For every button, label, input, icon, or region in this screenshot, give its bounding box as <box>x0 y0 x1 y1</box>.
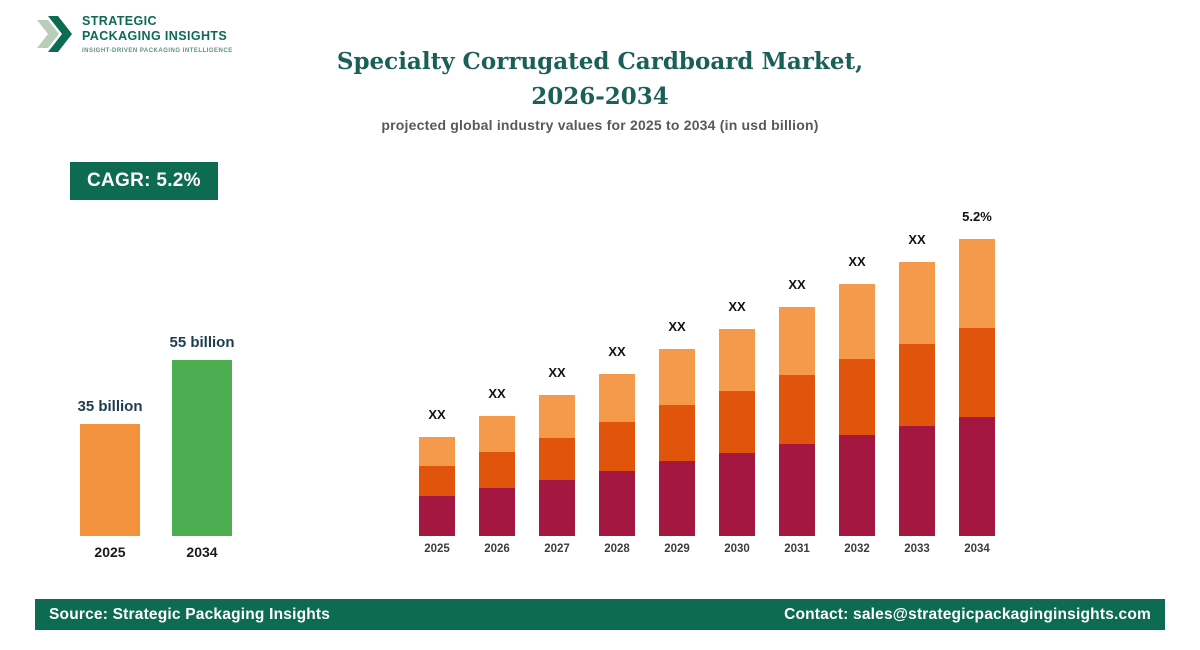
bar <box>80 424 140 536</box>
bar-value-label: XX <box>728 299 746 314</box>
bar-value-label: XX <box>428 407 446 422</box>
stacked-bar <box>839 284 875 536</box>
bottom-segment <box>599 471 635 536</box>
top-segment <box>659 349 695 405</box>
page-title-line1: Specialty Corrugated Cardboard Market, <box>336 48 864 75</box>
mini-chart: 35 billion 2025 55 billion 2034 <box>77 330 235 560</box>
top-segment <box>539 395 575 438</box>
middle-segment <box>899 344 935 426</box>
bar-value-label: XX <box>788 277 806 292</box>
stacked-bar <box>719 329 755 536</box>
logo-line2: PACKAGING INSIGHTS <box>82 29 228 43</box>
bar-value-label: XX <box>488 386 506 401</box>
top-segment <box>779 307 815 375</box>
bar-value-label: 35 billion <box>77 398 143 415</box>
footer-bar: Source: Strategic Packaging Insights Con… <box>35 599 1165 630</box>
top-segment <box>959 239 995 328</box>
middle-segment <box>419 466 455 496</box>
middle-segment <box>539 438 575 480</box>
bar-year-label: 2033 <box>904 543 930 555</box>
mini-chart-column: 35 billion 2025 <box>77 330 143 560</box>
bar-year-label: 2034 <box>186 544 218 560</box>
middle-segment <box>959 328 995 417</box>
middle-segment <box>719 391 755 453</box>
stacked-bar <box>539 395 575 536</box>
logo-text: STRATEGIC PACKAGING INSIGHTS INSIGHT-DRI… <box>82 14 233 54</box>
top-segment <box>419 437 455 466</box>
bar-year-label: 2030 <box>724 543 750 555</box>
bar-year-label: 2026 <box>484 543 510 555</box>
bottom-segment <box>539 480 575 536</box>
bar-year-label: 2034 <box>964 543 990 555</box>
top-segment <box>479 416 515 452</box>
bottom-segment <box>479 488 515 536</box>
page-title: Specialty Corrugated Cardboard Market, 2… <box>0 44 1200 114</box>
middle-segment <box>659 405 695 461</box>
bottom-segment <box>839 435 875 536</box>
stacked-bar-column: XX 2027 <box>539 196 575 556</box>
bar-value-label: XX <box>848 254 866 269</box>
stacked-bar <box>899 262 935 536</box>
cagr-badge: CAGR: 5.2% <box>70 162 218 200</box>
top-segment <box>899 262 935 344</box>
logo-line1: STRATEGIC <box>82 14 157 28</box>
bottom-segment <box>899 426 935 536</box>
stacked-bar-column: XX 2025 <box>419 196 455 556</box>
stacked-bar <box>959 239 995 536</box>
stacked-bar-column: XX 2029 <box>659 196 695 556</box>
footer-source: Source: Strategic Packaging Insights <box>49 605 331 623</box>
page-title-line2: 2026-2034 <box>531 83 669 110</box>
stacked-bar-column: XX 2028 <box>599 196 635 556</box>
bottom-segment <box>719 453 755 536</box>
stacked-bar-column: XX 2030 <box>719 196 755 556</box>
bar-value-label: 55 billion <box>169 334 235 351</box>
bottom-segment <box>779 444 815 536</box>
stacked-bar <box>599 374 635 536</box>
stacked-bar-column: XX 2031 <box>779 196 815 556</box>
stacked-bar-column: 5.2% 2034 <box>959 196 995 556</box>
bottom-segment <box>659 461 695 536</box>
bar-value-label: XX <box>548 365 566 380</box>
bar-year-label: 2025 <box>94 544 126 560</box>
footer-contact: Contact: sales@strategicpackaginginsight… <box>784 605 1151 623</box>
stacked-bar-column: XX 2026 <box>479 196 515 556</box>
logo-chevrons-icon <box>35 14 73 59</box>
bar-year-label: 2025 <box>424 543 450 555</box>
page-subtitle: projected global industry values for 202… <box>381 117 819 133</box>
stacked-bar <box>419 437 455 536</box>
top-segment <box>599 374 635 422</box>
stacked-bar <box>779 307 815 536</box>
bar <box>172 360 232 536</box>
stacked-bar <box>479 416 515 536</box>
stacked-chart: XX 2025 XX 2026 XX 2027 XX 2028 XX 2029 XX 2030 XX 20… <box>419 196 995 556</box>
bar-value-label: 5.2% <box>962 209 992 224</box>
stacked-bar-column: XX 2033 <box>899 196 935 556</box>
bar-year-label: 2029 <box>664 543 690 555</box>
bar-year-label: 2032 <box>844 543 870 555</box>
stacked-bar-column: XX 2032 <box>839 196 875 556</box>
logo-tagline: INSIGHT-DRIVEN PACKAGING INTELLIGENCE <box>82 48 233 54</box>
bar-year-label: 2031 <box>784 543 810 555</box>
stacked-bar <box>659 349 695 536</box>
middle-segment <box>599 422 635 471</box>
middle-segment <box>839 359 875 435</box>
bar-value-label: XX <box>608 344 626 359</box>
top-segment <box>839 284 875 359</box>
bar-value-label: XX <box>668 319 686 334</box>
bottom-segment <box>419 496 455 536</box>
mini-chart-column: 55 billion 2034 <box>169 330 235 560</box>
top-segment <box>719 329 755 391</box>
middle-segment <box>479 452 515 488</box>
bar-year-label: 2027 <box>544 543 570 555</box>
middle-segment <box>779 375 815 444</box>
bottom-segment <box>959 417 995 536</box>
logo: STRATEGIC PACKAGING INSIGHTS INSIGHT-DRI… <box>35 14 233 59</box>
bar-year-label: 2028 <box>604 543 630 555</box>
bar-value-label: XX <box>908 232 926 247</box>
